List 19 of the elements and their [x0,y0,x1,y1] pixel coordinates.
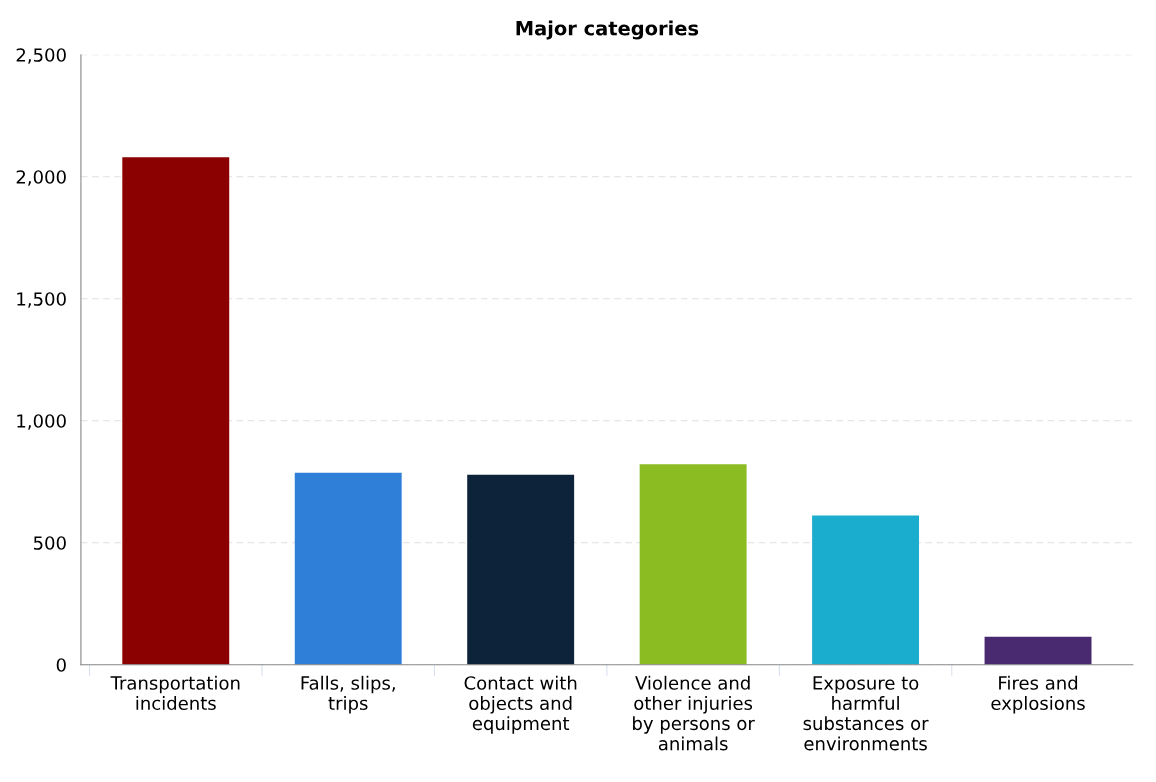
y-tick-label: 0 [56,658,66,672]
bar [984,636,1092,665]
y-tick-label: 2,000 [16,170,66,186]
y-tick-label: 1,000 [17,414,66,430]
x-tick-label: Transportation incidents [110,675,240,711]
x-tick-label: Contact with objects and equipment [464,675,577,734]
bar [294,472,402,665]
bar [639,464,747,665]
x-tick-label: Exposure to harmful substances or environments [803,676,929,751]
y-tick-label: 1,500 [17,292,66,308]
bar [122,157,230,665]
y-tick-label: 500 [33,536,66,550]
x-tick-label: Violence and other injuries by persons or animals [633,675,755,751]
bar [467,474,575,665]
y-tick-label: 2,500 [16,48,66,64]
x-tick-label: Fires and explosions [991,675,1085,714]
x-tick-label: Falls, slips, trips [301,675,395,714]
chart-title: Major categories [516,20,699,40]
bar [812,515,920,665]
